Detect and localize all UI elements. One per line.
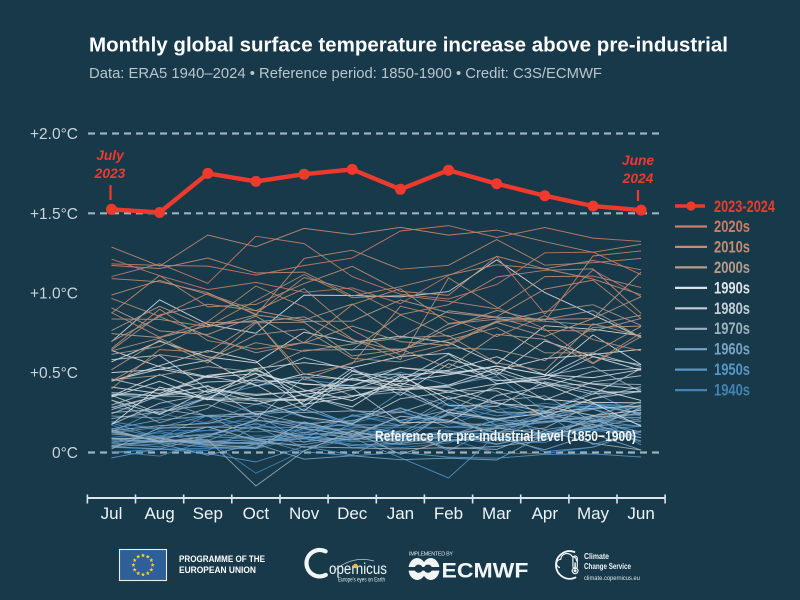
svg-text:Nov: Nov [289, 504, 320, 523]
svg-text:Sep: Sep [193, 504, 223, 523]
svg-text:1950s: 1950s [714, 361, 750, 379]
svg-text:ECMWF: ECMWF [442, 559, 529, 583]
svg-text:1940s: 1940s [714, 382, 750, 400]
svg-text:1970s: 1970s [714, 320, 750, 338]
svg-text:Jul: Jul [101, 504, 123, 523]
svg-text:2023-2024: 2023-2024 [714, 198, 776, 216]
svg-text:Change Service: Change Service [584, 561, 631, 571]
svg-text:2024: 2024 [622, 171, 654, 186]
svg-text:Oct: Oct [243, 504, 270, 523]
svg-text:May: May [577, 504, 610, 523]
svg-text:Monthly global surface tempera: Monthly global surface temperature incre… [89, 34, 728, 57]
svg-text:PROGRAMME OF THE: PROGRAMME OF THE [179, 554, 265, 564]
svg-text:July: July [96, 148, 125, 163]
svg-text:June: June [622, 153, 655, 168]
svg-text:IMPLEMENTED BY: IMPLEMENTED BY [409, 552, 453, 558]
svg-text:climate.copernicus.eu: climate.copernicus.eu [584, 575, 640, 582]
svg-text:Aug: Aug [144, 504, 174, 523]
svg-text:Feb: Feb [434, 504, 463, 523]
svg-text:2010s: 2010s [714, 238, 750, 256]
svg-text:EUROPEAN UNION: EUROPEAN UNION [179, 565, 256, 575]
svg-text:1960s: 1960s [714, 341, 750, 359]
svg-text:1980s: 1980s [714, 300, 750, 318]
svg-text:Europe's eyes on Earth: Europe's eyes on Earth [338, 577, 385, 584]
svg-text:+1.5°C: +1.5°C [30, 206, 78, 223]
svg-text:+1.0°C: +1.0°C [30, 286, 78, 303]
svg-text:+2.0°C: +2.0°C [30, 126, 78, 143]
svg-text:2000s: 2000s [714, 259, 750, 277]
svg-text:Jan: Jan [387, 504, 414, 523]
svg-text:Jun: Jun [627, 504, 654, 523]
svg-text:Apr: Apr [532, 504, 559, 523]
svg-text:2023: 2023 [94, 166, 126, 181]
svg-text:opernicus: opernicus [329, 561, 387, 578]
svg-text:Data: ERA5 1940–2024 • Refer: Data: ERA5 1940–2024 • Reference period:… [89, 65, 602, 82]
svg-text:Mar: Mar [482, 504, 512, 523]
svg-text:1990s: 1990s [714, 279, 750, 297]
svg-text:Climate: Climate [584, 551, 609, 561]
svg-text:Dec: Dec [337, 504, 368, 523]
svg-text:+0.5°C: +0.5°C [30, 365, 78, 382]
svg-text:0°C: 0°C [52, 445, 78, 462]
svg-text:2020s: 2020s [714, 218, 750, 236]
svg-text:Reference for pre-industrial l: Reference for pre-industrial level (1850… [375, 429, 636, 445]
